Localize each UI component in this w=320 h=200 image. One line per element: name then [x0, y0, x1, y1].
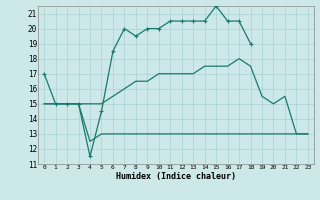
- X-axis label: Humidex (Indice chaleur): Humidex (Indice chaleur): [116, 172, 236, 181]
